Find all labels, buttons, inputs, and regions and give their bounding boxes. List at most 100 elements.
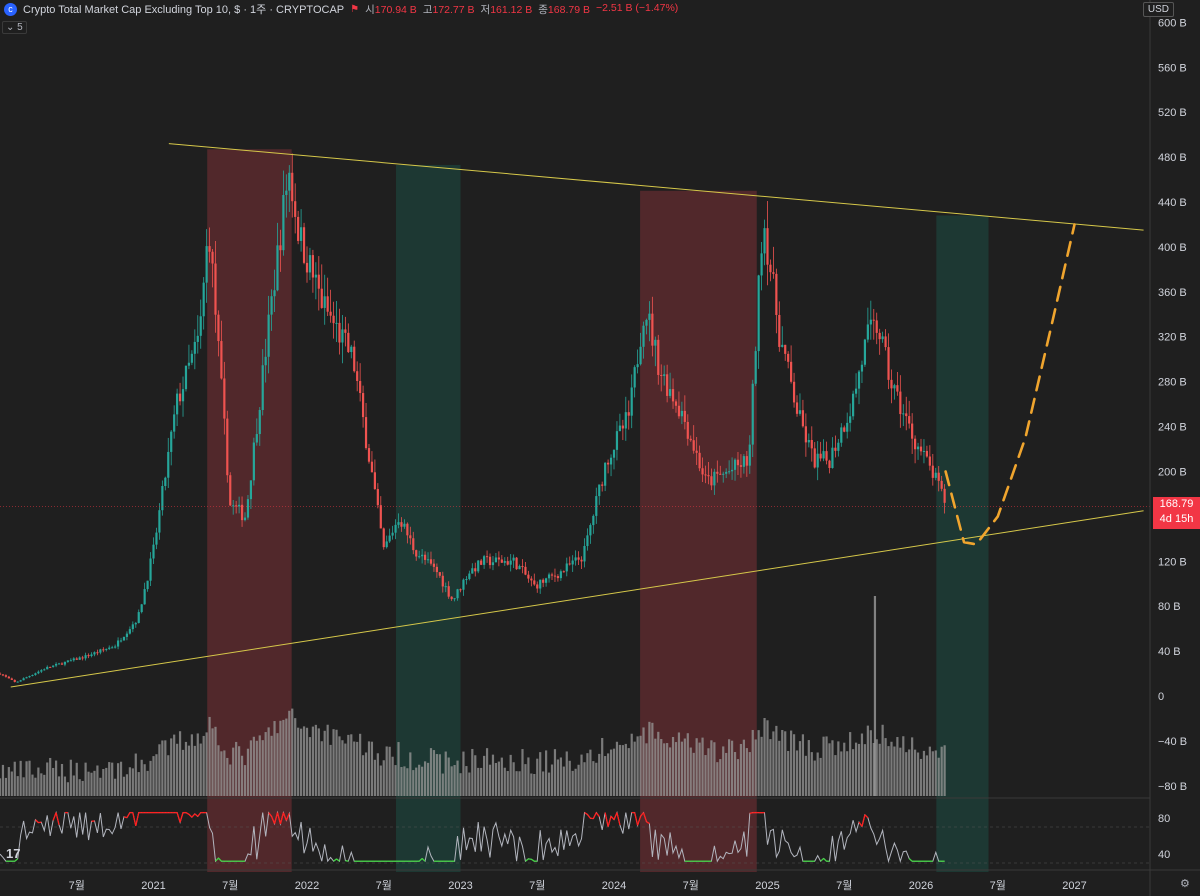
volume-bar [710, 740, 713, 796]
candle [450, 596, 453, 600]
candle [609, 457, 613, 465]
volume-bar [852, 749, 855, 796]
settings-gear-icon[interactable]: ⚙ [1180, 878, 1190, 890]
candle [459, 589, 462, 591]
volume-bar [854, 742, 858, 796]
candle [742, 456, 745, 467]
volume-bar [338, 736, 341, 796]
volume-bar [243, 765, 247, 796]
currency-button[interactable]: USD [1142, 2, 1174, 17]
volume-bar [748, 752, 751, 796]
volume-bar [167, 755, 170, 796]
candle [391, 532, 394, 536]
volume-bar [211, 728, 214, 796]
flag-icon[interactable]: ⚑ [350, 3, 360, 15]
candle [630, 387, 633, 416]
volume-bar [261, 740, 264, 796]
volume-bar [441, 773, 444, 796]
y-tick-label: 280 B [1158, 377, 1187, 389]
candle [556, 576, 560, 579]
volume-bar [763, 718, 766, 796]
candle [131, 624, 134, 630]
candle [184, 365, 188, 390]
volume-bar [52, 767, 55, 796]
candle [1, 674, 5, 676]
volume-bar [654, 738, 657, 796]
volume-bar [57, 776, 61, 796]
candle [530, 578, 533, 581]
volume-bar [397, 742, 400, 796]
candle [798, 410, 802, 414]
candle [291, 172, 294, 202]
volume-bar [326, 724, 329, 796]
volume-bar [462, 751, 465, 796]
volume-bar [636, 736, 639, 796]
candle [899, 391, 902, 415]
volume-bar [155, 754, 158, 796]
close-label: 종 [538, 3, 548, 16]
volume-bar [545, 750, 548, 796]
volume-bar [568, 760, 571, 796]
volume-bar [657, 731, 660, 796]
volume-bar [273, 721, 276, 796]
candle [739, 465, 743, 467]
tradingview-logo[interactable]: 17 [6, 846, 21, 861]
rsi-oversold-segment [336, 858, 340, 862]
rsi-overbought-segment [123, 816, 128, 819]
candle [0, 673, 2, 675]
symbol-icon[interactable]: c [4, 2, 17, 16]
y-tick-label: 440 B [1158, 197, 1187, 209]
candle [28, 676, 31, 678]
volume-bar [140, 759, 143, 796]
last-price-value: 168.79 [1159, 498, 1194, 510]
candle [279, 245, 282, 251]
volume-bar [899, 747, 902, 796]
volume-bar [736, 759, 740, 796]
candle [819, 453, 822, 459]
candle [911, 423, 914, 439]
candle [108, 647, 111, 649]
volume-bar [471, 748, 474, 796]
volume-bar [279, 720, 282, 796]
candle [692, 440, 695, 451]
volume-bar [857, 743, 861, 796]
volume-bar [164, 740, 167, 796]
volume-bar [149, 760, 152, 796]
candle [161, 486, 164, 511]
rsi-oversold-segment [530, 858, 535, 862]
volume-bar [350, 734, 353, 796]
volume-bar [787, 750, 790, 796]
volume-bar [217, 745, 220, 796]
y-tick-label: 200 B [1158, 466, 1187, 478]
volume-bar [285, 718, 288, 796]
volume-bar [93, 770, 96, 796]
volume-bar [822, 736, 825, 796]
x-tick-label: 2023 [448, 880, 472, 892]
volume-bar [49, 757, 52, 796]
volume-bar [674, 742, 678, 796]
candle [834, 447, 837, 451]
candle [341, 329, 344, 343]
volume-bar [16, 776, 19, 796]
candle [922, 450, 926, 452]
volume-bar [784, 731, 787, 796]
candle [674, 401, 678, 406]
volume-bar [680, 741, 683, 796]
y-tick-label: 320 B [1158, 332, 1187, 344]
volume-bar [722, 746, 725, 796]
candle [235, 505, 238, 507]
interval-badge: 5 [17, 22, 23, 33]
candle [801, 410, 805, 427]
rsi-overbought-segment [640, 812, 645, 817]
volume-bar [341, 740, 344, 796]
candle [220, 341, 223, 379]
candle [704, 474, 707, 476]
candle [314, 274, 317, 278]
indicator-collapse-button[interactable]: ⌄ 5 [2, 21, 27, 34]
volume-bar [252, 736, 255, 796]
volume-bar [465, 766, 468, 796]
chart-title[interactable]: Crypto Total Market Cap Excluding Top 10… [23, 4, 345, 16]
candle [373, 472, 376, 490]
price-axis-background [1150, 0, 1200, 896]
